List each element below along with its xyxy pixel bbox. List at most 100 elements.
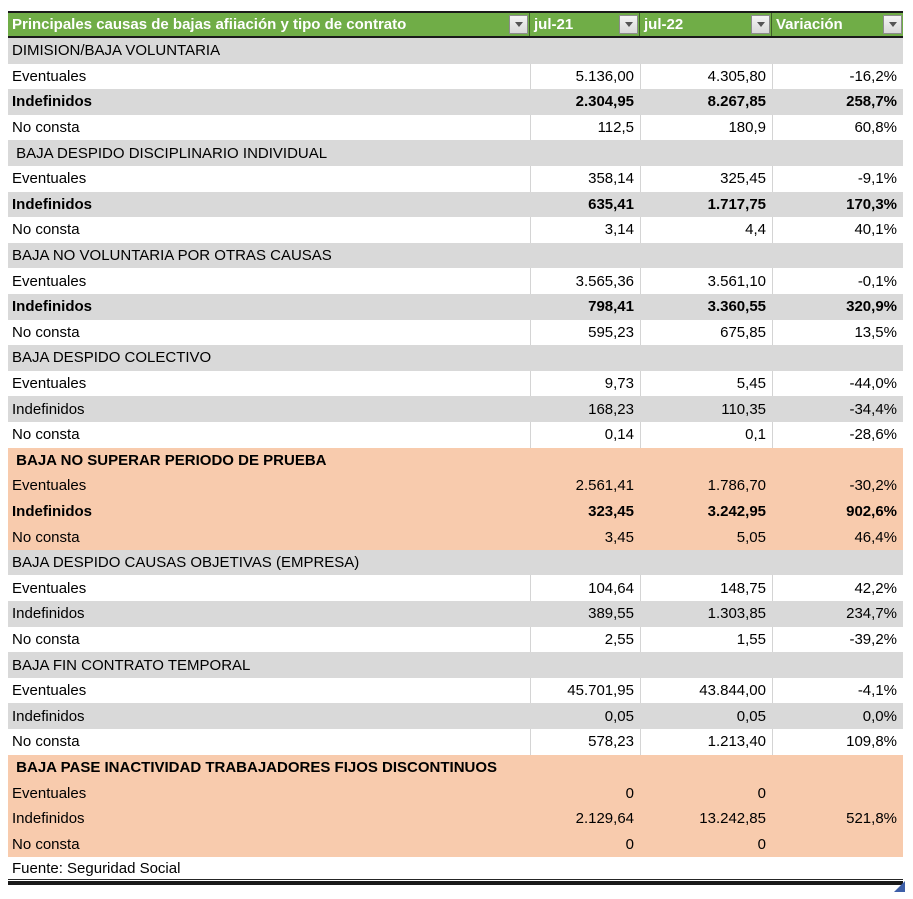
variacion-value-cell[interactable]: -28,6% — [772, 421, 903, 448]
jul22-value-cell[interactable]: 1.213,40 — [640, 729, 772, 755]
jul21-value-cell[interactable]: 635,41 — [588, 195, 634, 213]
jul21-value-cell[interactable]: 389,55 — [588, 605, 634, 623]
row-label-cell[interactable]: No consta — [12, 221, 80, 239]
jul22-value-cell[interactable]: 0,05 — [736, 707, 766, 725]
jul21-value-cell[interactable]: 595,23 — [530, 319, 640, 346]
filter-dropdown-button-variacion[interactable] — [883, 15, 902, 34]
row-label-cell[interactable]: Eventuales — [12, 375, 87, 393]
header-cell-jul22[interactable]: jul-22 — [640, 13, 772, 36]
variacion-value-cell[interactable]: 109,8% — [772, 729, 903, 755]
row-label-cell[interactable]: Eventuales — [12, 272, 87, 290]
section-title[interactable]: BAJA DESPIDO COLECTIVO — [8, 345, 903, 371]
section-title[interactable]: BAJA NO SUPERAR PERIODO DE PRUEBA — [8, 447, 903, 474]
jul21-value-cell[interactable]: 2.561,41 — [575, 477, 634, 495]
jul21-value-cell[interactable]: 168,23 — [588, 400, 634, 418]
jul22-value-cell[interactable]: 0 — [757, 835, 766, 853]
row-label-cell[interactable]: No consta — [12, 630, 80, 648]
variacion-value-cell[interactable]: 521,8% — [846, 810, 897, 828]
section-title[interactable]: BAJA NO VOLUNTARIA POR OTRAS CAUSAS — [8, 242, 903, 269]
row-label-cell[interactable]: Eventuales — [12, 682, 87, 700]
jul21-value-cell[interactable]: 9,73 — [530, 370, 640, 397]
jul22-value-cell[interactable]: 180,9 — [640, 114, 772, 141]
jul22-value-cell[interactable]: 1.717,75 — [707, 195, 766, 213]
jul22-value-cell[interactable]: 43.844,00 — [640, 677, 772, 704]
variacion-value-cell[interactable]: 902,6% — [846, 502, 897, 520]
filter-dropdown-button-causes[interactable] — [509, 15, 528, 34]
jul22-value-cell[interactable]: 5,05 — [736, 528, 766, 546]
row-label-cell[interactable]: Eventuales — [12, 67, 87, 85]
variacion-value-cell[interactable]: -44,0% — [772, 370, 903, 397]
jul21-value-cell[interactable]: 578,23 — [530, 729, 640, 755]
row-label-cell[interactable]: Eventuales — [12, 477, 87, 495]
row-label-cell[interactable]: No consta — [12, 323, 80, 341]
row-label-cell[interactable]: No consta — [12, 426, 80, 444]
jul21-value-cell[interactable]: 0 — [625, 784, 634, 802]
variacion-value-cell[interactable]: 320,9% — [846, 298, 897, 316]
jul22-value-cell[interactable]: 110,35 — [721, 400, 766, 418]
variacion-value-cell[interactable]: 170,3% — [846, 195, 897, 213]
variacion-value-cell[interactable]: 0,0% — [862, 707, 897, 725]
section-title[interactable]: BAJA PASE INACTIVIDAD TRABAJADORES FIJOS… — [8, 754, 903, 781]
variacion-value-cell[interactable]: 40,1% — [772, 217, 903, 243]
variacion-value-cell[interactable]: 46,4% — [854, 528, 897, 546]
jul22-value-cell[interactable]: 4,4 — [640, 217, 772, 243]
variacion-value-cell[interactable]: 234,7% — [846, 605, 897, 623]
variacion-value-cell[interactable]: 13,5% — [772, 319, 903, 346]
jul21-value-cell[interactable]: 358,14 — [530, 165, 640, 192]
jul21-value-cell[interactable]: 3,45 — [604, 528, 634, 546]
header-cell-variacion[interactable]: Variación — [772, 13, 903, 36]
row-label-cell[interactable]: Indefinidos — [12, 707, 85, 725]
row-label-cell[interactable]: Eventuales — [12, 170, 87, 188]
variacion-value-cell[interactable]: 60,8% — [772, 114, 903, 141]
row-label-cell[interactable]: No consta — [12, 733, 80, 751]
row-label-cell[interactable]: No consta — [12, 528, 80, 546]
variacion-value-cell[interactable]: -4,1% — [772, 677, 903, 704]
variacion-value-cell[interactable]: 258,7% — [846, 93, 897, 111]
jul22-value-cell[interactable]: 3.360,55 — [707, 298, 766, 316]
jul21-value-cell[interactable]: 323,45 — [588, 502, 634, 520]
variacion-value-cell[interactable]: -9,1% — [772, 165, 903, 192]
filter-dropdown-button-jul21[interactable] — [619, 15, 638, 34]
row-label-cell[interactable]: Indefinidos — [12, 93, 92, 111]
section-title[interactable]: BAJA DESPIDO CAUSAS OBJETIVAS (EMPRESA) — [8, 549, 903, 576]
jul21-value-cell[interactable]: 45.701,95 — [530, 677, 640, 704]
row-label-cell[interactable]: No consta — [12, 119, 80, 137]
row-label-cell[interactable]: Eventuales — [12, 784, 87, 802]
row-label-cell[interactable]: Indefinidos — [12, 400, 85, 418]
row-label-cell[interactable]: Indefinidos — [12, 298, 92, 316]
jul21-value-cell[interactable]: 112,5 — [530, 114, 640, 141]
source-row[interactable]: Fuente: Seguridad Social — [8, 857, 903, 880]
jul22-value-cell[interactable]: 13.242,85 — [699, 810, 766, 828]
jul22-value-cell[interactable]: 0,1 — [640, 421, 772, 448]
jul22-value-cell[interactable]: 1.786,70 — [707, 477, 766, 495]
row-label-cell[interactable]: No consta — [12, 835, 80, 853]
variacion-value-cell[interactable]: -34,4% — [849, 400, 897, 418]
jul21-value-cell[interactable]: 3.565,36 — [530, 268, 640, 294]
jul21-value-cell[interactable]: 0,05 — [604, 707, 634, 725]
jul21-value-cell[interactable]: 2.304,95 — [575, 93, 634, 111]
jul22-value-cell[interactable]: 1.303,85 — [707, 605, 766, 623]
filter-dropdown-button-jul22[interactable] — [751, 15, 770, 34]
variacion-value-cell[interactable] — [772, 780, 903, 806]
jul22-value-cell[interactable]: 3.242,95 — [707, 502, 766, 520]
variacion-value-cell[interactable]: 42,2% — [772, 575, 903, 602]
header-cell-causes[interactable]: Principales causas de bajas afiiación y … — [8, 13, 530, 36]
jul21-value-cell[interactable]: 104,64 — [530, 575, 640, 602]
jul21-value-cell[interactable]: 5.136,00 — [530, 63, 640, 90]
variacion-value-cell[interactable]: -30,2% — [849, 477, 897, 495]
jul21-value-cell[interactable]: 2,55 — [530, 626, 640, 653]
row-label-cell[interactable]: Indefinidos — [12, 502, 92, 520]
variacion-value-cell[interactable] — [772, 831, 903, 857]
row-label-cell[interactable]: Eventuales — [12, 579, 87, 597]
jul21-value-cell[interactable]: 0 — [625, 835, 634, 853]
section-title[interactable]: BAJA FIN CONTRATO TEMPORAL — [8, 652, 903, 678]
variacion-value-cell[interactable]: -39,2% — [772, 626, 903, 653]
jul22-value-cell[interactable]: 1,55 — [640, 626, 772, 653]
jul22-value-cell[interactable]: 148,75 — [640, 575, 772, 602]
jul22-value-cell[interactable]: 5,45 — [640, 370, 772, 397]
jul22-value-cell[interactable]: 3.561,10 — [640, 268, 772, 294]
row-label-cell[interactable]: Indefinidos — [12, 810, 85, 828]
section-title[interactable]: DIMISION/BAJA VOLUNTARIA — [8, 38, 903, 64]
jul22-value-cell[interactable]: 675,85 — [640, 319, 772, 346]
jul21-value-cell[interactable]: 3,14 — [530, 217, 640, 243]
